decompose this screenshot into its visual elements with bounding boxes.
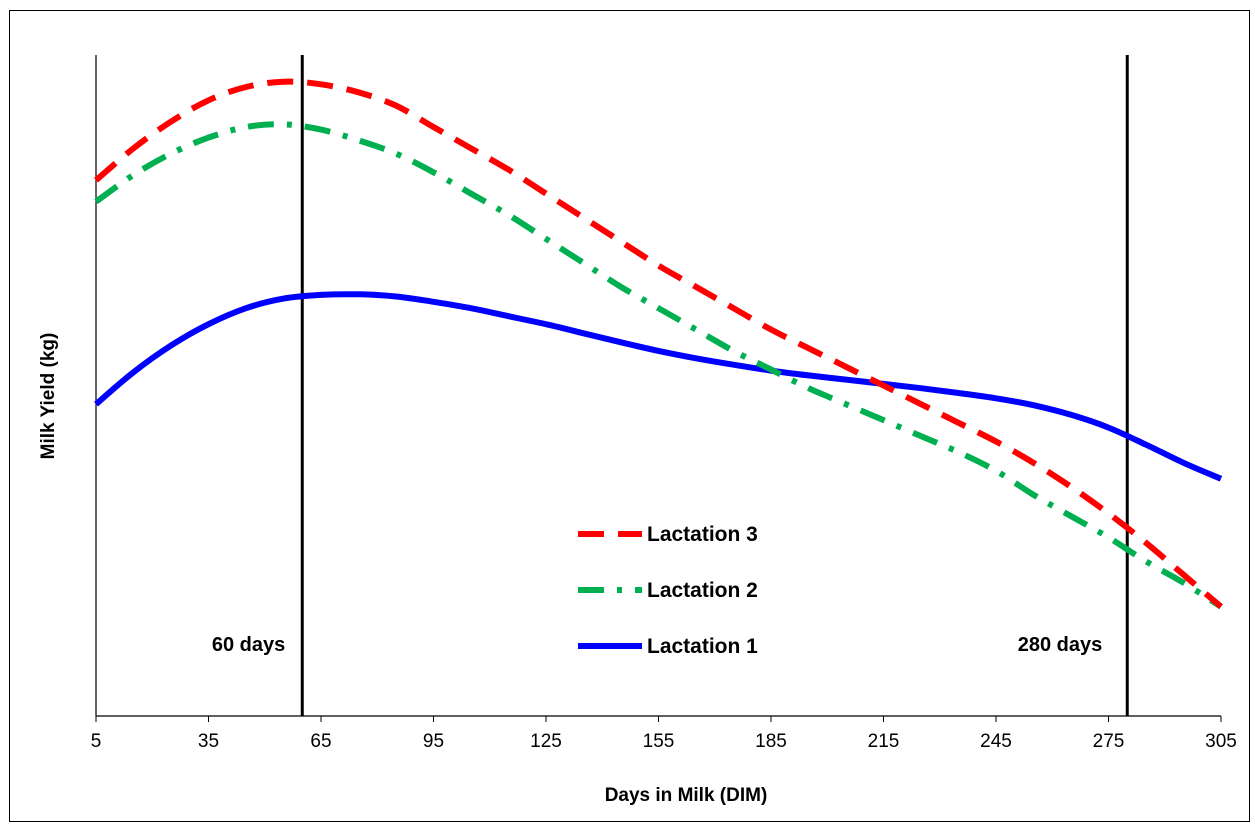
- series-layer: [94, 78, 1223, 610]
- x-tick-label: 125: [530, 731, 562, 752]
- x-tick-label: 35: [198, 731, 219, 752]
- x-tick-label: 305: [1205, 731, 1237, 752]
- series-line-lactation-3: [94, 78, 1223, 609]
- legend-label-lactation-1: Lactation 1: [647, 635, 758, 658]
- axes: 5 35 65 95 125 155 185 215 245 275 305: [91, 55, 1237, 752]
- chart-frame: [9, 10, 1250, 822]
- reference-label-280: 280 days: [1018, 634, 1103, 656]
- x-tick-label: 185: [755, 731, 787, 752]
- x-tick-label: 245: [980, 731, 1012, 752]
- x-tick-label: 215: [868, 731, 900, 752]
- series-line-lactation-1: [94, 291, 1223, 482]
- x-tick-label: 65: [310, 731, 331, 752]
- reference-lines: 60 days 280 days: [212, 55, 1129, 716]
- legend-label-lactation-3: Lactation 3: [647, 523, 758, 546]
- reference-label-60: 60 days: [212, 634, 285, 656]
- x-tick-label: 155: [643, 731, 675, 752]
- x-tick-label: 275: [1093, 731, 1125, 752]
- x-axis-title: Days in Milk (DIM): [605, 785, 768, 806]
- x-tick-label: 5: [91, 731, 102, 752]
- legend-label-lactation-2: Lactation 2: [647, 579, 758, 602]
- legend: Lactation 3 Lactation 2 Lactation 1: [578, 523, 758, 658]
- series-line-lactation-2: [94, 121, 1223, 610]
- y-axis-title: Milk Yield (kg): [38, 333, 59, 460]
- x-tick-label: 95: [423, 731, 444, 752]
